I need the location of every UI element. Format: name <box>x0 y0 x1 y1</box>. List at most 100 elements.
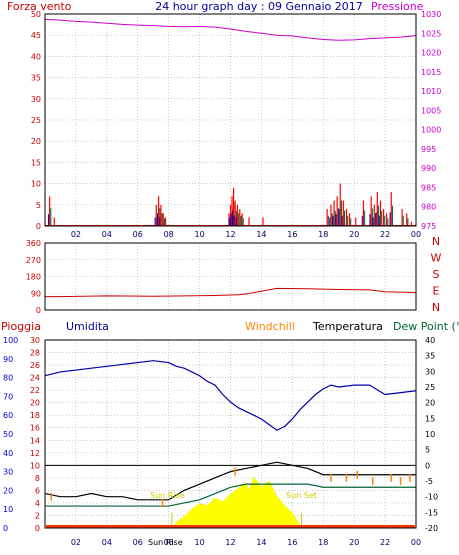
rain-tick-label: 14 <box>30 436 40 445</box>
temperature-tick-label: 35 <box>425 352 435 361</box>
humidity-tick-label: 90 <box>3 355 13 364</box>
wind-tick-label: 30 <box>31 95 41 104</box>
wind-tick-label: 35 <box>31 74 41 83</box>
direction-tick-label: 90 <box>31 289 41 298</box>
direction-axis: 0 90 180 270 360 <box>26 239 41 315</box>
pressure-tick-label: 1000 <box>421 126 441 135</box>
dewpoint-label: Dew Point (°C <box>393 320 459 333</box>
temperature-tick-label: -5 <box>425 477 433 486</box>
climate-hour-label: 04 <box>102 538 112 547</box>
humidity-axis: 0 10 20 30 40 50 60 70 80 90 100 <box>3 336 18 533</box>
climate-hour-label: 14 <box>256 538 266 547</box>
rain-tick-label: 12 <box>30 449 40 458</box>
climate-hour-label: 08 <box>164 538 174 547</box>
humidity-tick-label: 60 <box>3 411 13 420</box>
humidity-tick-label: 70 <box>3 392 13 401</box>
wind-hour-label: 14 <box>256 230 266 239</box>
temperature-tick-label: 15 <box>425 414 435 423</box>
wind-tick-label: 20 <box>31 137 41 146</box>
humidity-tick-label: 20 <box>3 486 13 495</box>
climate-hour-label: 10 <box>194 538 204 547</box>
pressure-line <box>44 18 417 41</box>
climate-hour-label: 22 <box>380 538 390 547</box>
rain-tick-label: 0 <box>35 524 40 533</box>
sunset-label: Sun Set <box>286 491 317 500</box>
direction-tick-label: 0 <box>36 306 41 315</box>
temperature-line <box>44 461 416 501</box>
wind-speed-axis: 0 5 10 15 20 25 30 35 40 45 50 <box>31 10 41 231</box>
temperature-tick-label: -20 <box>425 524 438 533</box>
rain-tick-label: 24 <box>30 374 40 383</box>
rain-tick-label: 30 <box>30 336 40 345</box>
sunrise-inline-label: Sun Rise <box>150 491 185 500</box>
pressure-tick-label: 995 <box>421 145 436 154</box>
wind-tick-label: 45 <box>31 31 41 40</box>
direction-line <box>45 287 417 298</box>
wind-hour-label: 16 <box>287 230 297 239</box>
wind-tick-label: 15 <box>31 158 41 167</box>
wind-hour-label: 00 <box>411 230 421 239</box>
sunrise-label: Sun Rise <box>148 538 183 547</box>
direction-tick-label: 360 <box>26 239 41 248</box>
climate-hour-label: 16 <box>287 538 297 547</box>
rain-tick-label: 6 <box>35 486 40 495</box>
climate-hour-label: 06 <box>133 538 143 547</box>
compass-letter: E <box>433 285 440 298</box>
climate-hour-label: 20 <box>349 538 359 547</box>
humidity-line <box>44 360 417 431</box>
rain-tick-label: 18 <box>30 411 40 420</box>
wind-hour-label: 22 <box>380 230 390 239</box>
direction-frame <box>44 242 417 311</box>
wind-hour-label: 18 <box>318 230 328 239</box>
climate-hour-axis: 02 04 06 08 10 12 14 16 18 20 22 00 <box>71 538 421 547</box>
compass-letter: W <box>431 252 442 265</box>
rain-tick-label: 10 <box>30 461 40 470</box>
temperature-tick-label: 30 <box>425 367 435 376</box>
wind-tick-label: 50 <box>31 10 41 19</box>
climate-frame <box>44 339 417 529</box>
temperature-tick-label: 5 <box>425 446 430 455</box>
wind-pressure-frame <box>44 13 417 227</box>
humidity-tick-label: 10 <box>3 505 13 514</box>
pressure-tick-label: 985 <box>421 183 436 192</box>
compass-letter: N <box>432 301 440 314</box>
climate-plot <box>44 360 417 529</box>
rain-tick-label: 16 <box>30 424 40 433</box>
wind-hour-label: 04 <box>102 230 112 239</box>
temperature-label: Temperatura <box>312 320 383 333</box>
rain-tick-label: 2 <box>35 511 40 520</box>
wind-pressure-plot <box>44 18 417 226</box>
wind-hour-axis: 02 04 06 08 10 12 14 16 18 20 22 00 <box>71 230 421 239</box>
wind-tick-label: 10 <box>31 180 41 189</box>
humidity-tick-label: 100 <box>3 336 18 345</box>
compass-letter: N <box>432 235 440 248</box>
wind-hour-label: 10 <box>194 230 204 239</box>
temperature-axis: -20 -15 -10 -5 0 5 10 15 20 25 30 35 40 <box>425 336 438 533</box>
pressure-tick-label: 1015 <box>421 68 441 77</box>
humidity-tick-label: 30 <box>3 468 13 477</box>
pressure-label: Pressione <box>371 0 424 13</box>
temperature-tick-label: 40 <box>425 336 435 345</box>
rain-tick-label: 26 <box>30 361 40 370</box>
temperature-tick-label: 10 <box>425 430 435 439</box>
dewpoint-line <box>45 483 416 507</box>
humidity-tick-label: 40 <box>3 449 13 458</box>
pressure-tick-label: 990 <box>421 164 436 173</box>
pressure-tick-label: 1010 <box>421 87 441 96</box>
temperature-tick-label: 20 <box>425 399 435 408</box>
wind-tick-label: 5 <box>36 201 41 210</box>
rain-tick-label: 20 <box>30 399 40 408</box>
wind-pressure-grid <box>45 13 417 227</box>
windchill-label: Windchill <box>245 320 295 333</box>
graph-title: 24 hour graph day : 09 Gennaio 2017 <box>155 0 363 13</box>
pressure-tick-label: 1005 <box>421 106 441 115</box>
humidity-tick-label: 80 <box>3 374 13 383</box>
climate-hour-label: 18 <box>318 538 328 547</box>
compass-letter: S <box>433 268 440 281</box>
rain-tick-label: 4 <box>35 499 40 508</box>
direction-plot <box>45 287 417 298</box>
wind-hour-label: 20 <box>349 230 359 239</box>
